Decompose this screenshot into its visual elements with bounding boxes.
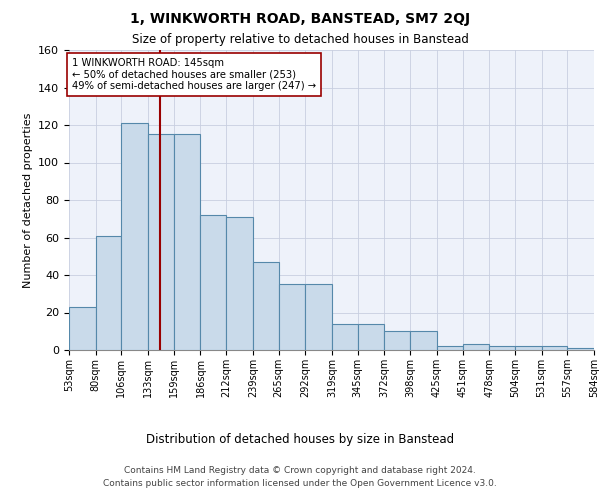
Text: Contains HM Land Registry data © Crown copyright and database right 2024.
Contai: Contains HM Land Registry data © Crown c…	[103, 466, 497, 487]
Bar	[437, 346, 463, 350]
Y-axis label: Number of detached properties: Number of detached properties	[23, 112, 32, 288]
Bar	[463, 344, 489, 350]
Bar	[200, 215, 226, 350]
Bar	[542, 346, 568, 350]
Bar	[410, 331, 437, 350]
Bar	[489, 346, 515, 350]
Text: Distribution of detached houses by size in Banstead: Distribution of detached houses by size …	[146, 432, 454, 446]
Bar	[278, 284, 305, 350]
Text: Size of property relative to detached houses in Banstead: Size of property relative to detached ho…	[131, 32, 469, 46]
Bar	[515, 346, 542, 350]
Bar	[226, 217, 253, 350]
Text: 1, WINKWORTH ROAD, BANSTEAD, SM7 2QJ: 1, WINKWORTH ROAD, BANSTEAD, SM7 2QJ	[130, 12, 470, 26]
Bar	[305, 284, 332, 350]
Bar	[121, 123, 148, 350]
Bar	[358, 324, 385, 350]
Bar	[95, 236, 121, 350]
Bar	[568, 348, 594, 350]
Bar	[174, 134, 200, 350]
Bar	[148, 134, 174, 350]
Bar	[253, 262, 278, 350]
Bar	[69, 307, 95, 350]
Bar	[385, 331, 410, 350]
Text: 1 WINKWORTH ROAD: 145sqm
← 50% of detached houses are smaller (253)
49% of semi-: 1 WINKWORTH ROAD: 145sqm ← 50% of detach…	[72, 58, 316, 90]
Bar	[332, 324, 358, 350]
